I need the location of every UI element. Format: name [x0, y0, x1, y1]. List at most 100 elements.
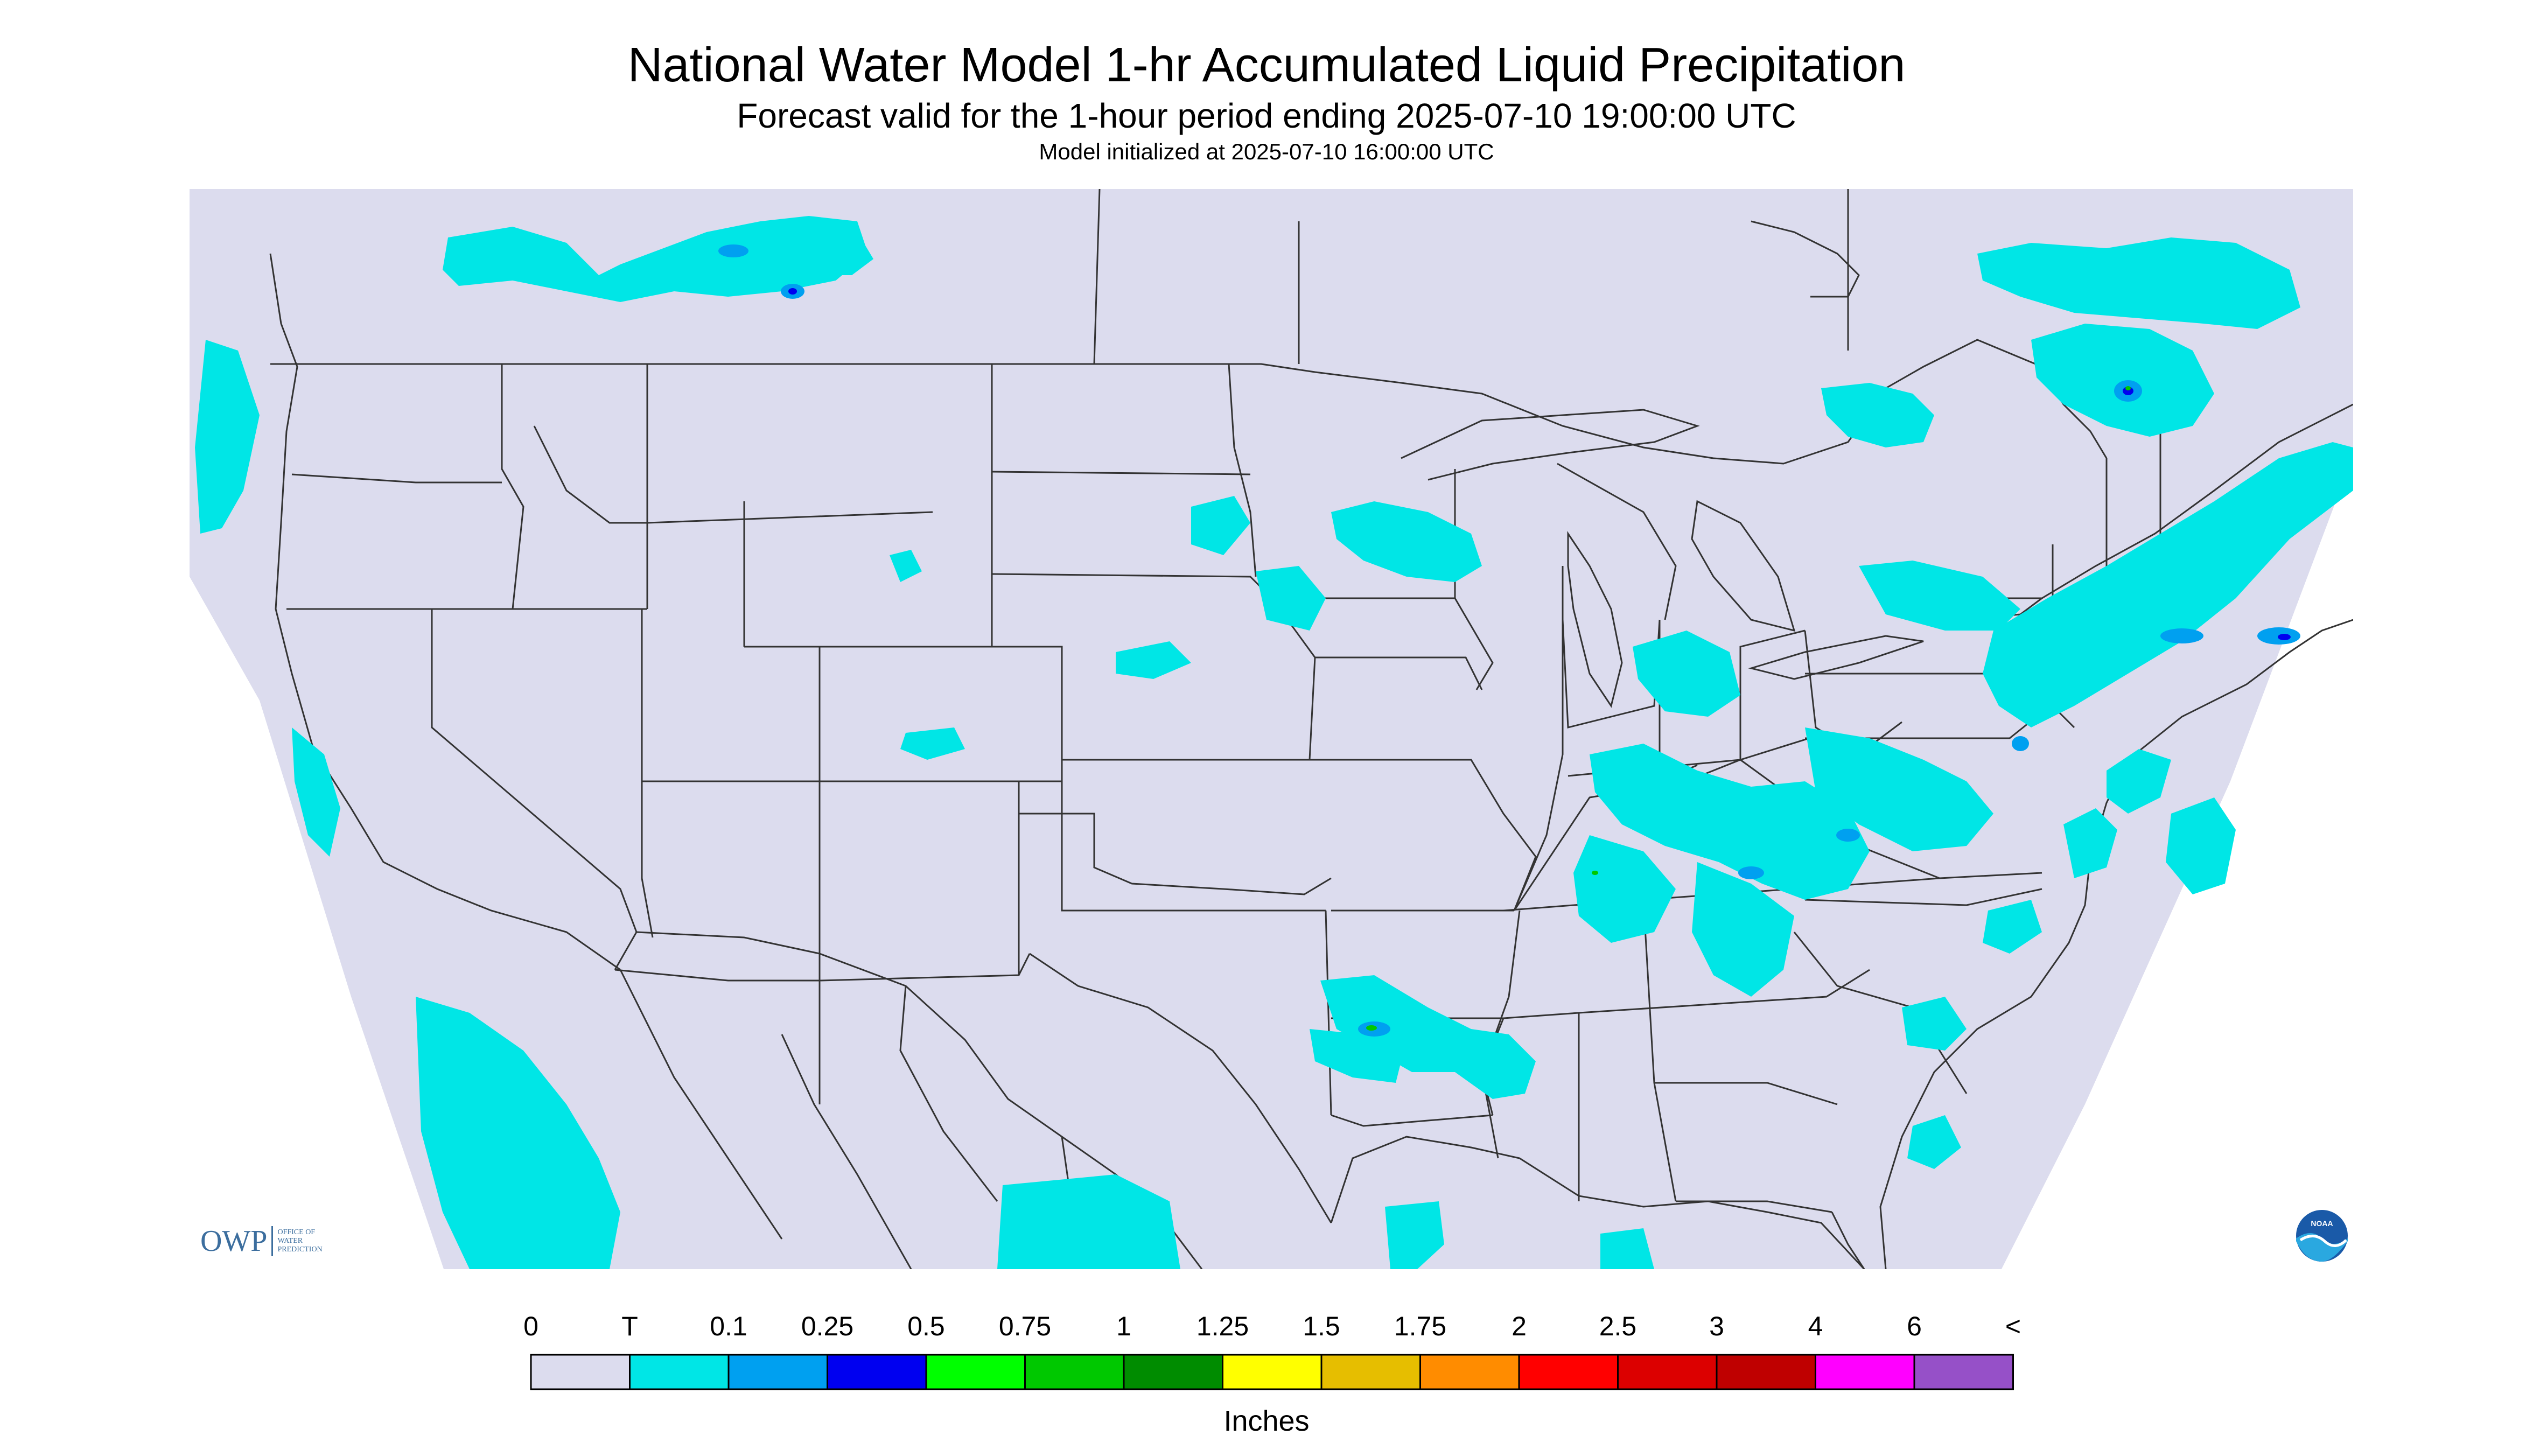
precip-area — [1692, 862, 1794, 997]
legend-swatch — [1320, 1354, 1421, 1390]
boundary-line — [1315, 759, 1537, 911]
precip-area — [890, 550, 922, 582]
precipitation-heavy — [788, 288, 2291, 640]
boundary-line — [1019, 813, 1332, 895]
precipitation-map — [190, 189, 2353, 1269]
legend-label: 0.75 — [999, 1311, 1051, 1341]
precipitation-trace — [195, 216, 2353, 1269]
precip-cell — [718, 244, 748, 257]
boundary-line — [1503, 969, 1870, 1019]
precip-area — [292, 727, 340, 857]
legend-swatch — [1518, 1354, 1619, 1390]
precip-cell — [2160, 628, 2203, 643]
legend-swatch — [1716, 1354, 1816, 1390]
precip-cell — [1366, 1025, 1377, 1031]
precip-area — [1256, 566, 1326, 631]
boundary-line — [1739, 629, 1806, 760]
lake-huron — [1691, 500, 1796, 632]
legend-label: T — [621, 1311, 638, 1341]
legend-swatch — [1913, 1354, 2014, 1390]
boundary-line — [647, 511, 933, 524]
boundary-line — [1315, 656, 1483, 690]
precip-cell — [2125, 386, 2131, 390]
precip-area — [2107, 749, 2171, 814]
legend-label: 2 — [1512, 1311, 1527, 1341]
precip-area — [1600, 1228, 1654, 1269]
map-subtitle: Forecast valid for the 1-hour period end… — [737, 96, 1796, 135]
precip-area — [1805, 727, 1993, 851]
legend-units: Inches — [1223, 1405, 1310, 1437]
precip-area — [771, 221, 873, 275]
boundary-line — [533, 425, 647, 524]
precip-cell — [2012, 736, 2029, 751]
boundary-line — [291, 473, 502, 484]
owp-logo-line: WATER — [277, 1237, 303, 1245]
precip-area — [1385, 1201, 1444, 1269]
precip-area — [1116, 641, 1191, 679]
legend-label: 0 — [523, 1311, 538, 1341]
legend-label: 0.5 — [907, 1311, 945, 1341]
boundary-line — [619, 969, 783, 1240]
legend-swatch — [1815, 1354, 1915, 1390]
legend-label: 2.5 — [1599, 1311, 1637, 1341]
boundary-line — [1793, 932, 1968, 1094]
legend-swatch — [1222, 1354, 1323, 1390]
precip-area — [2063, 808, 2117, 878]
precip-cell — [1592, 871, 1598, 875]
precip-area — [1821, 383, 1934, 447]
boundary-line — [1029, 953, 1332, 1223]
precip-area — [997, 1174, 1180, 1269]
precipitation-green — [1366, 386, 2131, 1031]
owp-logo-line: PREDICTION — [277, 1245, 323, 1254]
precip-area — [1633, 631, 1740, 717]
legend-swatch — [827, 1354, 927, 1390]
boundary-line — [1513, 566, 1564, 911]
precip-cell — [2278, 634, 2291, 640]
boundary-line — [431, 609, 638, 970]
legend-swatch — [530, 1354, 631, 1390]
legend-label: 1.25 — [1196, 1311, 1249, 1341]
boundary-line — [501, 364, 524, 610]
st-lawrence — [2041, 403, 2353, 599]
noaa-logo: NOAA — [2296, 1210, 2348, 1262]
legend-label: < — [2005, 1311, 2021, 1341]
precip-area — [2166, 797, 2236, 894]
boundary-line — [641, 781, 654, 938]
outside-domain-right — [2002, 456, 2353, 1269]
precip-area — [1310, 1029, 1401, 1083]
legend-swatch — [1123, 1354, 1223, 1390]
boundary-line — [1061, 760, 1326, 912]
precip-area — [1902, 997, 1967, 1051]
precip-area — [443, 216, 868, 302]
noaa-logo-text: NOAA — [2311, 1219, 2333, 1228]
precip-cell — [2123, 387, 2133, 395]
lake-superior — [1401, 409, 1700, 481]
legend-label: 4 — [1808, 1311, 1823, 1341]
precip-area — [195, 340, 260, 534]
precip-area — [416, 997, 620, 1269]
legend-swatch — [629, 1354, 730, 1390]
precip-area — [2031, 324, 2214, 437]
precip-cell — [1836, 829, 1860, 842]
precip-area — [1983, 900, 2042, 954]
legend-swatch — [925, 1354, 1026, 1390]
outside-domain-left — [190, 577, 444, 1269]
legend-label: 0.25 — [801, 1311, 853, 1341]
legend-swatch — [727, 1354, 828, 1390]
atlantic-coastline — [1879, 619, 2353, 1269]
model-domain — [190, 189, 2353, 1269]
boundary-line — [1331, 1114, 1493, 1127]
precip-area — [1331, 501, 1482, 582]
boundary-line — [1228, 363, 1257, 577]
pacific-coastline — [269, 253, 621, 971]
legend-swatch — [1024, 1354, 1125, 1390]
precip-area — [1977, 237, 2300, 329]
boundary-line — [991, 471, 1251, 475]
lake-michigan — [1567, 531, 1623, 708]
owp-logo-line: OFFICE OF — [277, 1228, 316, 1236]
legend-color-bar — [530, 1354, 2014, 1390]
map-title: National Water Model 1-hr Accumulated Li… — [627, 38, 1906, 92]
precip-area — [1590, 744, 1870, 900]
precip-area — [1573, 835, 1676, 943]
legend-swatch — [1617, 1354, 1718, 1390]
